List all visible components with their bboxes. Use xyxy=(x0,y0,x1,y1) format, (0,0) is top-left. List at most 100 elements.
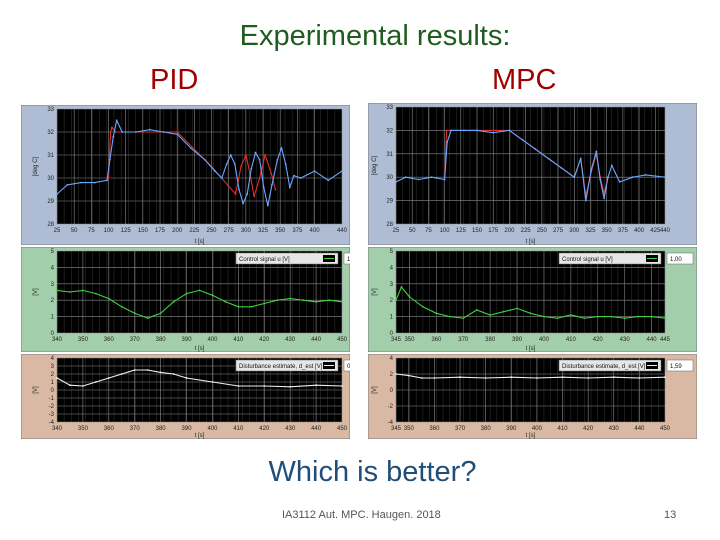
mpc-dist-disturbance-point xyxy=(484,377,487,379)
mpc-temp-temperature-point xyxy=(430,176,433,179)
mpc-control-control-point xyxy=(462,317,465,320)
pid-temp-temperature-point xyxy=(203,158,206,161)
pid-temp-temperature-point xyxy=(106,179,109,182)
pid-temp-temperature-point xyxy=(176,133,179,136)
pid-temp-temperature-point xyxy=(284,163,287,166)
mpc-control-ytick-label: 3 xyxy=(390,282,394,288)
mpc-control-panel: 345 350 360 370 380 390 400 410 420 430 440 445 0 1 2 3… xyxy=(368,247,697,352)
pid-temp-temperature-point xyxy=(246,193,249,195)
pid-dist-disturbance-point xyxy=(94,381,97,383)
pid-control-legend-box xyxy=(235,252,339,265)
mpc-temp-temperature-point xyxy=(585,199,587,202)
pid-dist-xtick-label: 450 xyxy=(337,426,348,432)
pid-control-control-point xyxy=(146,317,149,320)
pid-temp-ytick-label: 28 xyxy=(47,222,54,228)
mpc-temp-xtick-label: 440 xyxy=(660,228,671,234)
mpc-temp-xtick-label: 75 xyxy=(425,228,432,234)
pid-dist-disturbance-point xyxy=(263,385,266,387)
mpc-control-control-point xyxy=(502,310,505,313)
mpc-control-control-point xyxy=(556,317,559,320)
pid-control-svg: 340 350 360 370 380 390 400 410 420 430 440 450 0 1 2 3… xyxy=(21,247,350,352)
mpc-control-xtick-label: 380 xyxy=(485,337,496,343)
mpc-control-xtick-label: 370 xyxy=(458,337,469,343)
mpc-control-svg: 345 350 360 370 380 390 400 410 420 430 440 4450123… xyxy=(368,247,697,352)
mpc-dist-disturbance-point xyxy=(459,376,461,379)
pid-temp-temperature-point xyxy=(112,135,115,138)
pid-control-ylabel: [V] xyxy=(33,288,39,296)
pid-control-control-point xyxy=(289,297,292,300)
mpc-temp-temperature-point xyxy=(534,148,537,151)
mpc-temp-temperature-point xyxy=(492,131,495,134)
mpc-dist-legend-label: Disturbance estimate, d_est [V] xyxy=(562,364,646,370)
pid-dist-disturbance-point xyxy=(172,373,175,375)
pid-control-xlabel: t [s] xyxy=(195,346,205,352)
mpc-control-legend-label: Control signal u [V] xyxy=(562,257,613,263)
pid-control-xtick-label: 450 xyxy=(337,337,348,343)
mpc-dist-legend-box xyxy=(558,359,662,372)
pid-temp-ytick-label: 29 xyxy=(47,199,54,205)
mpc-temp-xtick-label: 300 xyxy=(569,228,580,234)
pid-control-control-point xyxy=(315,300,317,303)
pid-temp-temperature-point xyxy=(162,131,165,133)
mpc-temp-xtick-label: 225 xyxy=(521,228,532,234)
mpc-dist-disturbance-point xyxy=(612,376,615,379)
mpc-control-xtick-label: 420 xyxy=(593,337,604,343)
pid-control-control-point xyxy=(328,299,330,302)
pid-control-control-point xyxy=(94,292,97,295)
mpc-temp-temperature-point xyxy=(579,157,582,160)
mpc-temp-temperature-point xyxy=(450,129,452,132)
mpc-dist-xtick-label: 390 xyxy=(506,426,517,432)
slide-title: Experimental results: xyxy=(239,20,511,52)
pid-temp-xtick-label: 440 xyxy=(337,228,348,234)
pid-control-control-point xyxy=(172,300,175,303)
pid-control-readout-value: 1,90 xyxy=(347,257,350,263)
mpc-temp-ylabel: [deg C] xyxy=(372,156,378,176)
mpc-dist-xtick-label: 420 xyxy=(583,426,594,432)
mpc-temp-xtick-label: 325 xyxy=(585,228,596,234)
pid-dist-legend-label: Disturbance estimate, d_est [V] xyxy=(239,364,323,370)
pid-temp-temperature-point xyxy=(280,147,283,149)
mpc-control-ytick-label: 1 xyxy=(390,315,394,321)
pid-temp-temperature-point xyxy=(229,154,232,156)
pid-dist-ytick-label: -3 xyxy=(49,412,55,418)
pid-temp-temperature-point xyxy=(262,186,265,189)
mpc-temp-temperature-point xyxy=(607,176,609,179)
pid-temp-ytick-label: 33 xyxy=(47,107,54,113)
pid-temp-ytick-label: 30 xyxy=(47,176,54,182)
pid-temp-xtick-label: 25 xyxy=(54,228,61,234)
mpc-dist-disturbance-point xyxy=(664,376,666,379)
pid-temp-ylabel: [deg C] xyxy=(33,157,39,177)
mpc-control-control-point xyxy=(395,299,397,302)
mpc-dist-ytick-label: -2 xyxy=(388,404,394,410)
pid-temp-temperature-point xyxy=(250,167,253,170)
pid-control-legend-label: Control signal u [V] xyxy=(239,257,290,263)
pid-temp-temperature-point xyxy=(121,131,124,133)
pid-dist-readout-box xyxy=(343,359,350,372)
mpc-temp-temperature-point xyxy=(443,178,446,181)
mpc-dist-readout-value: 1,59 xyxy=(670,364,682,370)
pid-temp-temperature-point xyxy=(258,158,261,161)
mpc-temp-svg: 25 50 75 100 125 150 175 200 225 250 275 300 325 350 3… xyxy=(368,103,697,245)
pid-dist-disturbance-point xyxy=(341,385,343,387)
pid-temp-temperature-point xyxy=(148,128,151,131)
mpc-temp-xtick-label: 150 xyxy=(472,228,483,234)
mpc-control-xtick-label: 445 xyxy=(660,337,671,343)
mpc-dist-ytick-label: 0 xyxy=(390,388,394,394)
mpc-temp-temperature-point xyxy=(560,166,563,169)
pid-temp-xtick-label: 125 xyxy=(121,228,132,234)
mpc-dist-xtick-label: 440 xyxy=(634,426,645,432)
pid-temp-xtick-label: 150 xyxy=(138,228,149,234)
pid-temp-temperature-point xyxy=(115,119,118,122)
pid-temp-setpoint-point xyxy=(176,131,179,133)
pid-dist-xlabel: t [s] xyxy=(195,433,205,439)
mpc-temp-xtick-label: 375 xyxy=(618,228,629,234)
mpc-temp-xtick-label: 50 xyxy=(409,228,416,234)
pid-temp-setpoint-point xyxy=(270,172,273,175)
pid-control-xtick-label: 370 xyxy=(130,337,141,343)
pid-control-panel: 340 350 360 370 380 390 400 410 420 430 440 450 0 1 2 3… xyxy=(21,247,350,352)
mpc-dist-disturbance-point xyxy=(561,376,564,379)
mpc-temp-temperature-point xyxy=(595,150,598,153)
mpc-temp-xtick-label: 350 xyxy=(602,228,613,234)
mpc-control-control-point xyxy=(422,305,424,308)
pid-temp-ytick-label: 31 xyxy=(47,153,54,159)
